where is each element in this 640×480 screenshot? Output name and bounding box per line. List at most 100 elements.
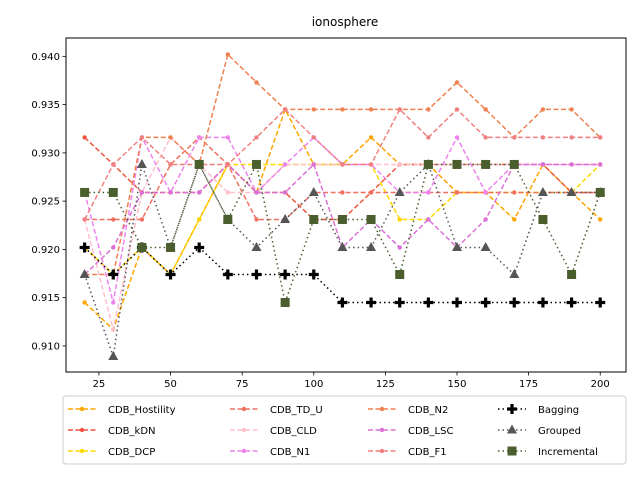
data-point (223, 214, 233, 224)
data-point (308, 186, 319, 196)
data-point (538, 214, 548, 224)
data-point (225, 52, 231, 57)
data-point (512, 217, 517, 222)
data-point (366, 297, 377, 308)
data-point (483, 190, 488, 195)
data-point (454, 135, 460, 140)
data-point (366, 214, 376, 224)
data-point (567, 270, 577, 280)
legend-item-cdb-dcp: CDB_DCP (68, 447, 155, 458)
legend-marker (241, 406, 247, 412)
data-point (512, 135, 517, 140)
legend-item-cdb-hostility: CDB_Hostility (68, 405, 176, 416)
data-point (168, 162, 173, 167)
data-point (196, 190, 202, 195)
data-point (480, 297, 491, 308)
data-point (82, 135, 87, 140)
legend-label: CDB_N2 (408, 405, 448, 416)
data-point (340, 107, 345, 112)
data-point (251, 159, 261, 169)
data-point (222, 269, 233, 280)
data-point (426, 217, 431, 222)
data-point (481, 159, 491, 169)
data-point (423, 159, 433, 169)
legend-item-cdb-n2: CDB_N2 (368, 405, 448, 416)
data-point (225, 162, 231, 167)
legend-item-cdb-f1: CDB_F1 (368, 447, 447, 458)
legend-item-cdb-n1: CDB_N1 (230, 447, 310, 458)
x-tick-label: 125 (376, 379, 395, 390)
y-tick-label: 0.910 (31, 341, 60, 352)
legend-label: CDB_DCP (108, 447, 155, 458)
data-point (340, 190, 345, 195)
data-point (111, 217, 116, 222)
data-point (540, 162, 546, 167)
data-point (537, 186, 548, 196)
data-point (368, 107, 374, 112)
legend-label: CDB_kDN (108, 426, 156, 437)
legend-marker (241, 427, 247, 433)
data-point (282, 162, 288, 167)
data-point (337, 241, 348, 251)
x-tick-label: 50 (164, 379, 177, 390)
x-tick-label: 150 (447, 379, 466, 390)
legend-marker (79, 427, 85, 433)
data-point (194, 242, 205, 253)
data-point (137, 242, 147, 252)
legend-marker (507, 446, 517, 456)
y-tick-label: 0.915 (31, 293, 60, 304)
data-point (509, 297, 520, 308)
data-point (254, 190, 259, 195)
data-point (136, 158, 147, 168)
data-point (451, 297, 462, 308)
data-point (569, 135, 574, 140)
data-point (111, 327, 116, 332)
data-point (426, 107, 431, 112)
data-point (397, 107, 402, 112)
legend-label: Grouped (538, 426, 581, 437)
legend-label: Incremental (538, 447, 598, 458)
data-point (311, 107, 316, 112)
data-point (366, 241, 377, 251)
data-point (395, 270, 405, 280)
legend-label: CDB_F1 (408, 447, 447, 458)
x-axis: 25 50 75 100 125 150 175 200 (93, 372, 610, 390)
x-tick-label: 200 (591, 379, 610, 390)
data-point (225, 190, 231, 195)
data-point (423, 297, 434, 308)
x-tick-label: 100 (304, 379, 323, 390)
legend-marker (379, 406, 385, 412)
data-point (108, 351, 119, 361)
data-point (537, 297, 548, 308)
data-point (280, 297, 290, 307)
data-point (509, 269, 520, 279)
legend-item-grouped: Grouped (498, 424, 581, 437)
data-point (79, 242, 90, 253)
data-point (280, 269, 291, 280)
legend-marker (506, 404, 517, 414)
data-point (82, 300, 87, 305)
data-point (79, 269, 90, 279)
legend-item-bagging: Bagging (498, 404, 579, 416)
data-point (566, 297, 577, 308)
data-point (368, 190, 374, 195)
data-point (309, 214, 319, 224)
data-point (595, 297, 606, 308)
y-tick-label: 0.930 (31, 148, 60, 159)
legend-marker (507, 424, 517, 434)
data-point (108, 187, 118, 197)
data-point (569, 107, 574, 112)
legend-label: CDB_CLD (270, 426, 317, 437)
data-point (540, 107, 546, 112)
legend-label: CDB_Hostility (108, 405, 176, 416)
data-point (139, 135, 145, 140)
legend-label: Bagging (538, 405, 579, 416)
data-point (254, 80, 259, 85)
data-point (308, 269, 319, 280)
data-point (225, 135, 231, 140)
legend-label: CDB_N1 (270, 447, 310, 458)
x-tick-label: 75 (236, 379, 249, 390)
legend-marker (379, 427, 385, 433)
legend-label: CDB_TD_U (270, 405, 323, 416)
